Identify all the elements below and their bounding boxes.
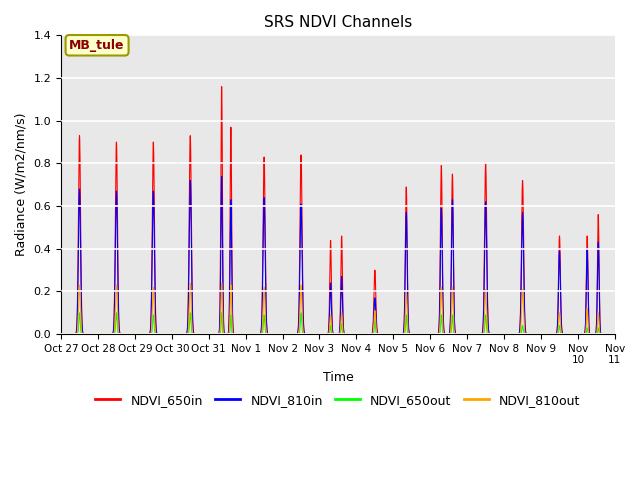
NDVI_650in xyxy=(264,331,272,337)
Y-axis label: Radiance (W/m2/nm/s): Radiance (W/m2/nm/s) xyxy=(15,113,28,256)
Legend: NDVI_650in, NDVI_810in, NDVI_650out, NDVI_810out: NDVI_650in, NDVI_810in, NDVI_650out, NDV… xyxy=(90,389,586,411)
NDVI_650out xyxy=(609,331,617,337)
NDVI_650in xyxy=(415,331,422,337)
NDVI_650out xyxy=(264,331,272,337)
NDVI_810out xyxy=(175,331,183,337)
NDVI_810out xyxy=(493,331,501,337)
NDVI_810out xyxy=(264,331,272,337)
NDVI_810out xyxy=(611,331,619,337)
NDVI_810in xyxy=(611,331,619,337)
NDVI_810in xyxy=(170,331,177,337)
NDVI_650out xyxy=(415,331,422,337)
NDVI_650in xyxy=(609,331,617,337)
Text: MB_tule: MB_tule xyxy=(69,39,125,52)
NDVI_650in xyxy=(57,331,65,337)
Line: NDVI_650in: NDVI_650in xyxy=(61,87,615,334)
NDVI_810in xyxy=(415,331,422,337)
NDVI_650in xyxy=(218,84,225,90)
NDVI_650out xyxy=(76,310,83,316)
NDVI_650out xyxy=(493,331,501,337)
NDVI_810in xyxy=(218,173,225,179)
NDVI_810out xyxy=(609,331,617,337)
NDVI_650out xyxy=(611,331,619,337)
NDVI_810in xyxy=(57,331,65,337)
NDVI_810out xyxy=(170,331,177,337)
NDVI_650out xyxy=(176,331,184,337)
NDVI_810in xyxy=(175,331,183,337)
NDVI_650out xyxy=(57,331,65,337)
Title: SRS NDVI Channels: SRS NDVI Channels xyxy=(264,15,412,30)
NDVI_810in xyxy=(493,331,501,337)
NDVI_810out xyxy=(415,331,422,337)
NDVI_810in xyxy=(264,331,272,337)
NDVI_650out xyxy=(170,331,177,337)
NDVI_650in xyxy=(611,331,619,337)
NDVI_810out xyxy=(57,331,65,337)
NDVI_810out xyxy=(186,280,194,286)
NDVI_810in xyxy=(609,331,617,337)
X-axis label: Time: Time xyxy=(323,371,353,384)
NDVI_650in xyxy=(175,331,183,337)
Line: NDVI_650out: NDVI_650out xyxy=(61,313,615,334)
NDVI_650in xyxy=(493,331,501,337)
Line: NDVI_810out: NDVI_810out xyxy=(61,283,615,334)
Line: NDVI_810in: NDVI_810in xyxy=(61,176,615,334)
NDVI_650in xyxy=(170,331,177,337)
